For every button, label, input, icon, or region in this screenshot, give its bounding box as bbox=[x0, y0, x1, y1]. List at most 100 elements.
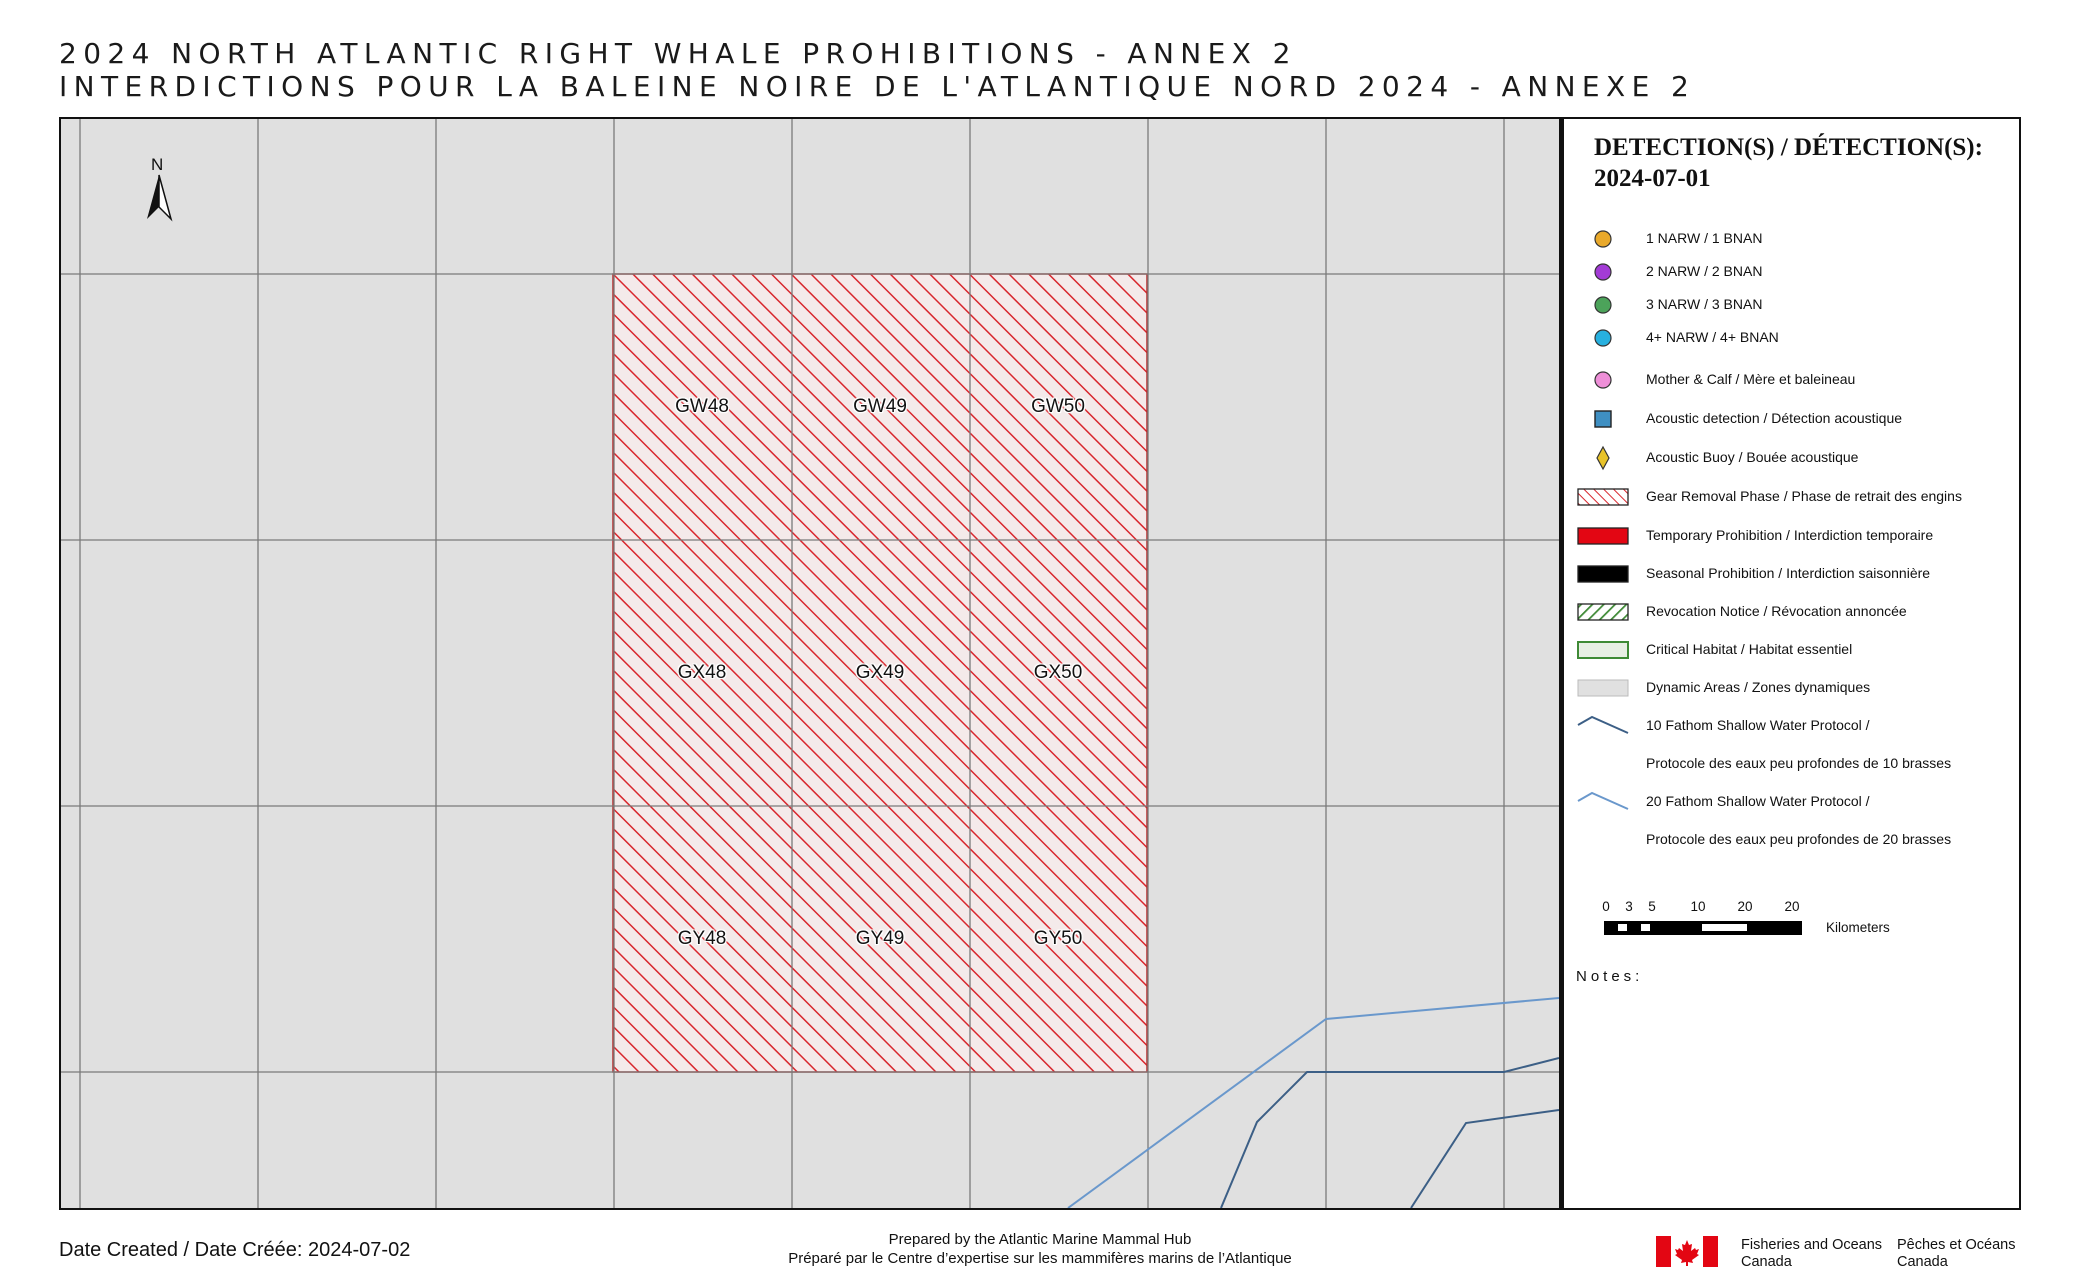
grid-cell-gy50[interactable] bbox=[969, 806, 1147, 1072]
black-fill-swatch-icon bbox=[1577, 565, 1629, 583]
legend-panel: DETECTION(S) / DÉTECTION(S): 2024-07-01 … bbox=[1561, 117, 2021, 1210]
grid-cell-gw50[interactable] bbox=[969, 274, 1147, 540]
grid-cell-gx48[interactable] bbox=[613, 540, 791, 806]
legend-label: Critical Habitat / Habitat essentiel bbox=[1646, 641, 1853, 657]
legend-label: Dynamic Areas / Zones dynamiques bbox=[1646, 679, 1871, 695]
legend-item-20-fathom: 20 Fathom Shallow Water Protocol / Proto… bbox=[1564, 787, 2020, 857]
legend-label: Acoustic Buoy / Bouée acoustique bbox=[1646, 449, 1859, 465]
cell-label-gw48: GW48 bbox=[675, 396, 729, 417]
legend-item-seasonal-prohibition: Seasonal Prohibition / Interdiction sais… bbox=[1564, 559, 2020, 589]
legend-item-acoustic-detection: Acoustic detection / Détection acoustiqu… bbox=[1564, 404, 2020, 434]
green-circle-icon bbox=[1594, 296, 1612, 314]
gear-removal-zone[interactable] bbox=[612, 273, 1148, 1073]
legend-item-acoustic-buoy: Acoustic Buoy / Bouée acoustique bbox=[1564, 443, 2020, 473]
purple-circle-icon bbox=[1594, 263, 1612, 281]
cell-label-gy49: GY49 bbox=[855, 928, 905, 949]
legend-item-3-narw: 3 NARW / 3 BNAN bbox=[1564, 290, 2020, 320]
map-title-english: 2024 NORTH ATLANTIC RIGHT WHALE PROHIBIT… bbox=[59, 37, 1297, 70]
legend-item-1-narw: 1 NARW / 1 BNAN bbox=[1564, 224, 2020, 254]
prepared-by: Prepared by the Atlantic Marine Mammal H… bbox=[788, 1230, 1292, 1268]
scale-unit: Kilometers bbox=[1826, 920, 1890, 935]
canada-flag-icon bbox=[1656, 1236, 1718, 1267]
dark-blue-line-icon bbox=[1577, 715, 1629, 734]
scale-tick: 20 bbox=[1737, 899, 1753, 914]
legend-title-line1: DETECTION(S) / DÉTECTION(S): bbox=[1594, 134, 1983, 161]
contour-10-fathom-a bbox=[1220, 1057, 1559, 1208]
legend-label: 2 NARW / 2 BNAN bbox=[1646, 263, 1763, 279]
legend-item-10-fathom: 10 Fathom Shallow Water Protocol / Proto… bbox=[1564, 711, 2020, 781]
cyan-circle-icon bbox=[1594, 329, 1612, 347]
legend-label: 4+ NARW / 4+ BNAN bbox=[1646, 329, 1779, 345]
grid-cell-gy49[interactable] bbox=[791, 806, 969, 1072]
prepared-by-french: Préparé par le Centre d’expertise sur le… bbox=[788, 1250, 1292, 1267]
scale-tick: 20 bbox=[1784, 899, 1800, 914]
dfo-fr-line2: Canada bbox=[1897, 1254, 1948, 1270]
legend-label: 1 NARW / 1 BNAN bbox=[1646, 230, 1763, 246]
legend-item-dynamic-areas: Dynamic Areas / Zones dynamiques bbox=[1564, 673, 2020, 703]
dfo-fr-line1: Pêches et Océans bbox=[1897, 1237, 2016, 1253]
north-arrow-icon bbox=[147, 174, 173, 222]
map-frame[interactable]: N GW48 GW49 GW50 GX48 GX49 GX50 GY48 GY4… bbox=[59, 117, 1561, 1210]
legend-label: Temporary Prohibition / Interdiction tem… bbox=[1646, 527, 1934, 543]
cell-label-gw50: GW50 bbox=[1031, 396, 1085, 417]
grid-cell-gx50[interactable] bbox=[969, 540, 1147, 806]
cell-label-gw49: GW49 bbox=[853, 396, 907, 417]
map-canvas[interactable] bbox=[61, 119, 1559, 1208]
legend-label: Seasonal Prohibition / Interdiction sais… bbox=[1646, 565, 1931, 581]
legend-item-4plus-narw: 4+ NARW / 4+ BNAN bbox=[1564, 323, 2020, 353]
scale-tick: 0 bbox=[1602, 899, 1610, 914]
grid-cell-gw49[interactable] bbox=[791, 274, 969, 540]
cell-label-gy50: GY50 bbox=[1033, 928, 1083, 949]
scale-tick: 3 bbox=[1625, 899, 1633, 914]
north-label: N bbox=[151, 155, 164, 174]
legend-item-mother-calf: Mother & Calf / Mère et baleineau bbox=[1564, 365, 2020, 395]
scale-bar-graphic bbox=[1604, 921, 1802, 935]
scale-tick: 10 bbox=[1690, 899, 1706, 914]
cell-label-gx50: GX50 bbox=[1033, 662, 1083, 683]
cell-label-gx48: GX48 bbox=[677, 662, 727, 683]
legend-item-2-narw: 2 NARW / 2 BNAN bbox=[1564, 257, 2020, 287]
legend-item-revocation-notice: Revocation Notice / Révocation annoncée bbox=[1564, 597, 2020, 627]
legend-item-critical-habitat: Critical Habitat / Habitat essentiel bbox=[1564, 635, 2020, 665]
dfo-en-line1: Fisheries and Oceans bbox=[1741, 1237, 1883, 1253]
light-blue-line-icon bbox=[1577, 791, 1629, 810]
map-title-french: INTERDICTIONS POUR LA BALEINE NOIRE DE L… bbox=[59, 70, 1696, 103]
yellow-diamond-icon bbox=[1596, 445, 1610, 471]
scale-bar: 0 3 5 10 20 20 Kilometers bbox=[1594, 899, 1914, 959]
cell-label-gy48: GY48 bbox=[677, 928, 727, 949]
scale-tick: 5 bbox=[1648, 899, 1656, 914]
notes-label: Notes: bbox=[1576, 968, 1644, 985]
legend-label: Gear Removal Phase / Phase de retrait de… bbox=[1646, 488, 1962, 504]
prepared-by-english: Prepared by the Atlantic Marine Mammal H… bbox=[888, 1231, 1192, 1248]
grid-cell-gy48[interactable] bbox=[613, 806, 791, 1072]
date-created: Date Created / Date Créée: 2024-07-02 bbox=[59, 1239, 411, 1261]
legend-label: 10 Fathom Shallow Water Protocol / bbox=[1646, 717, 1870, 733]
legend-label-continued: Protocole des eaux peu profondes de 10 b… bbox=[1646, 755, 1952, 771]
grid-lines bbox=[61, 119, 1559, 1208]
green-outline-swatch-icon bbox=[1577, 641, 1629, 659]
grey-fill-swatch-icon bbox=[1577, 679, 1629, 697]
contour-10-fathom-b bbox=[1410, 1109, 1559, 1208]
dfo-wordmark-english: Fisheries and Oceans Canada bbox=[1741, 1237, 1882, 1271]
legend-label: 3 NARW / 3 BNAN bbox=[1646, 296, 1763, 312]
legend-title: DETECTION(S) / DÉTECTION(S): 2024-07-01 bbox=[1594, 132, 1983, 194]
dfo-wordmark-french: Pêches et Océans Canada bbox=[1897, 1237, 2016, 1271]
pink-circle-icon bbox=[1594, 371, 1612, 389]
legend-item-temporary-prohibition: Temporary Prohibition / Interdiction tem… bbox=[1564, 521, 2020, 551]
red-fill-swatch-icon bbox=[1577, 527, 1629, 545]
contour-20-fathom bbox=[1067, 997, 1559, 1208]
legend-label: Revocation Notice / Révocation annoncée bbox=[1646, 603, 1907, 619]
orange-circle-icon bbox=[1594, 230, 1612, 248]
legend-label: 20 Fathom Shallow Water Protocol / bbox=[1646, 793, 1870, 809]
legend-label: Mother & Calf / Mère et baleineau bbox=[1646, 371, 1856, 387]
legend-detection-date: 2024-07-01 bbox=[1594, 165, 1711, 192]
legend-label: Acoustic detection / Détection acoustiqu… bbox=[1646, 410, 1903, 426]
green-hatch-swatch-icon bbox=[1577, 603, 1629, 621]
blue-square-icon bbox=[1594, 410, 1612, 428]
grid-cell-gx49[interactable] bbox=[791, 540, 969, 806]
red-hatch-swatch-icon bbox=[1577, 488, 1629, 506]
cell-label-gx49: GX49 bbox=[855, 662, 905, 683]
dfo-en-line2: Canada bbox=[1741, 1254, 1792, 1270]
grid-cell-gw48[interactable] bbox=[613, 274, 791, 540]
legend-label-continued: Protocole des eaux peu profondes de 20 b… bbox=[1646, 831, 1952, 847]
